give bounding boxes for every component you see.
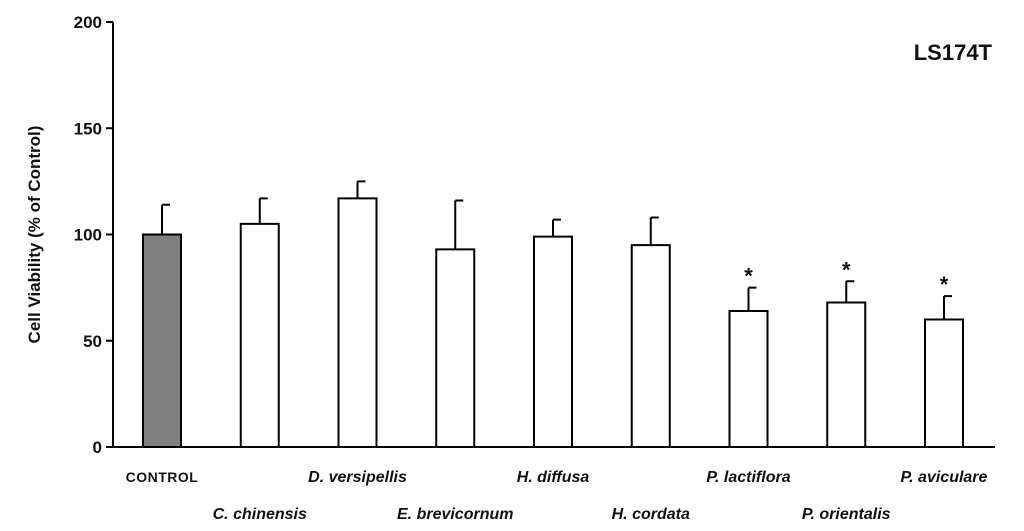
bar [142, 233, 182, 448]
bar [337, 197, 378, 448]
significance-asterisk: * [940, 272, 949, 297]
y-tick-label: 200 [74, 13, 102, 32]
x-category-label: E. brevicornum [397, 506, 513, 523]
x-category-label: P. lactiflora [706, 469, 790, 486]
x-category-labels: CONTROL C. chinensis D. versipellis E. brev… [126, 469, 988, 523]
x-category-label: P. aviculare [901, 469, 988, 486]
y-axis-title: Cell Viability (% of Control) [25, 126, 44, 344]
chart-title: LS174T [914, 40, 993, 65]
bar [239, 222, 280, 448]
y-tick-label: 150 [74, 119, 102, 138]
y-tick-label: 100 [74, 226, 102, 245]
x-category-label: H. diffusa [517, 469, 590, 486]
bar [924, 318, 964, 448]
x-category-label: D. versipellis [308, 469, 407, 486]
bar [728, 310, 769, 448]
y-tick-labels: 0 50 100 150 200 [74, 13, 102, 457]
y-tick-label: 0 [93, 438, 102, 457]
x-category-label: CONTROL [126, 469, 199, 485]
bar [435, 248, 476, 448]
error-bars [161, 180, 952, 320]
significance-asterisk: * [842, 257, 851, 282]
bar [826, 301, 867, 448]
significance-asterisk: * [744, 264, 753, 289]
x-category-label: C. chinensis [213, 506, 307, 523]
bars [142, 197, 964, 448]
y-tick-label: 50 [83, 332, 102, 351]
bar [630, 244, 671, 448]
x-category-label: H. cordata [612, 506, 690, 523]
bar [533, 235, 573, 448]
significance-markers: * * * [744, 257, 949, 297]
x-category-label: P. orientalis [802, 506, 891, 523]
